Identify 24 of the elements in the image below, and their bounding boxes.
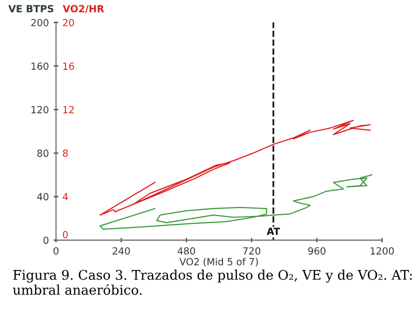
y2-tick-label: 8 xyxy=(62,150,68,157)
text: Figura 9. Caso 3. Trazados de pulso de O₂, VE y de VO₂. AT: umbral anaeróbico. xyxy=(12,270,412,295)
y2-tick-label: 16 xyxy=(63,62,74,70)
line-series xyxy=(99,120,371,216)
y-tick-label: 200 xyxy=(31,18,48,26)
y-tick-label: 80 xyxy=(37,150,48,157)
y2-axis-title: VO2/HR xyxy=(62,4,104,14)
x-tick-label: 720 xyxy=(243,247,260,255)
x-axis-title: VO2 (Mid 5 of 7) xyxy=(179,258,258,267)
x-tick-label: 1200 xyxy=(370,247,394,255)
x-tick-label: 240 xyxy=(112,247,130,255)
y2-tick-label: 20 xyxy=(62,18,74,26)
y2-tick-label: 4 xyxy=(62,193,68,200)
x-tick-label: 480 xyxy=(178,247,196,255)
y-tick-label: 40 xyxy=(37,193,48,200)
y-tick-label: 120 xyxy=(32,106,48,114)
y-axis-title: VE BTPS xyxy=(8,4,54,12)
y2-tick-label: 0 xyxy=(62,230,68,238)
ref-line-label: AT xyxy=(266,228,280,235)
x-tick-label: 0 xyxy=(54,247,58,255)
x-tick-label: 960 xyxy=(308,247,326,255)
y-tick-label: 0 xyxy=(44,236,48,244)
y2-tick-label: 12 xyxy=(63,106,74,114)
y-tick-label: 160 xyxy=(32,62,48,70)
